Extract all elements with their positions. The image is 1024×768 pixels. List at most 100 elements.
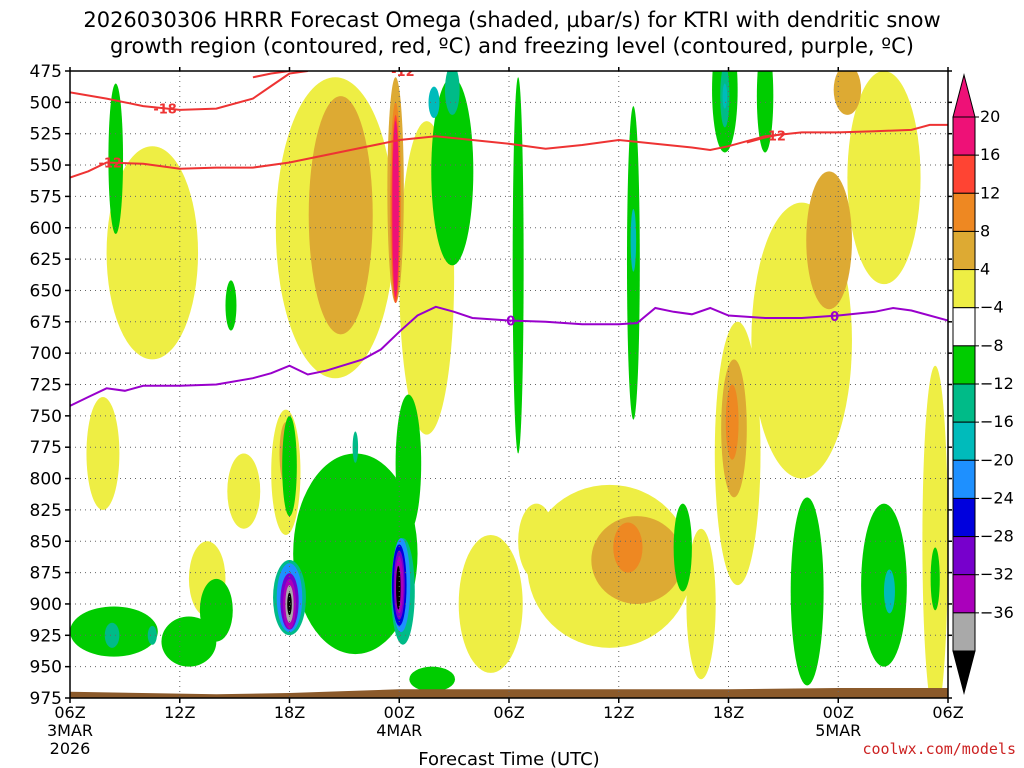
omega-region-pos12 xyxy=(725,384,739,460)
omega-region-neg4 xyxy=(225,280,237,331)
chart-title-line1: 2026030306 HRRR Forecast Omega (shaded, … xyxy=(83,8,941,32)
y-tick-label: 500 xyxy=(30,93,62,113)
contour-lines: -18 -12 -12 -12 0 0 xyxy=(70,71,948,407)
colorbar-label: −8 xyxy=(980,336,1004,355)
y-tick-label: 550 xyxy=(30,156,62,176)
credit-link[interactable]: coolwx.com/models xyxy=(862,740,1016,758)
omega-region-neg36 xyxy=(396,565,401,610)
colorbar-label: −32 xyxy=(980,565,1014,584)
omega-region-neg36 xyxy=(287,592,292,616)
freezing-level-contour-label: 0 xyxy=(830,310,839,325)
y-tick-label: 975 xyxy=(30,689,62,709)
y-tick-label: 700 xyxy=(30,344,62,364)
x-tick-label: 00Z xyxy=(823,703,854,722)
colorbar-band-neg20 xyxy=(952,497,976,538)
x-axis-title: Forecast Time (UTC) xyxy=(418,749,599,768)
y-tick-label: 525 xyxy=(30,125,62,145)
colorbar-label: −4 xyxy=(980,298,1004,317)
colorbar-band-pos12 xyxy=(952,192,976,232)
x-year-label: 2026 xyxy=(50,739,91,758)
x-date-label: 3MAR xyxy=(47,721,93,740)
colorbar-band-neg32 xyxy=(952,612,976,652)
colorbar-band-neg28 xyxy=(952,574,976,614)
y-tick-label: 750 xyxy=(30,407,62,427)
omega-region-neg4 xyxy=(512,77,524,454)
dgz-contour-label: -18 xyxy=(153,102,177,117)
x-tick-label: 12Z xyxy=(164,703,195,722)
y-tick-label: 875 xyxy=(30,564,62,584)
colorbar-label: 12 xyxy=(980,183,1000,202)
omega-region-neg4 xyxy=(161,616,217,667)
y-tick-label: 600 xyxy=(30,219,62,239)
omega-region-neg4 xyxy=(199,578,233,642)
omega-region-neg12 xyxy=(630,208,637,272)
x-date-label: 5MAR xyxy=(815,721,861,740)
dgz-contour xyxy=(70,71,308,111)
y-tick-label: 925 xyxy=(30,626,62,646)
colorbar-band-pos4 xyxy=(952,269,976,309)
omega-region-pos8 xyxy=(833,71,862,115)
omega-region-neg4 xyxy=(431,77,474,266)
axes: 475 500 525 550 575 600 625 650 675 700 725 750 775 8… xyxy=(30,62,964,758)
y-tick-label: 575 xyxy=(30,187,62,207)
omega-region-neg4 xyxy=(861,503,907,667)
dgz-contour xyxy=(70,123,948,179)
colorbar-band-neg16 xyxy=(952,459,976,499)
omega-region-neg12 xyxy=(722,83,728,109)
freezing-level-contour xyxy=(70,305,948,407)
dgz-contour xyxy=(252,71,290,79)
omega-region-pos4 xyxy=(686,528,716,680)
colorbar-top-arrow xyxy=(952,73,976,118)
y-tick-label: 800 xyxy=(30,470,62,490)
x-tick-label: 06Z xyxy=(932,703,963,722)
omega-region-neg4 xyxy=(790,497,824,686)
colorbar-band-neg8 xyxy=(952,383,976,423)
colorbar-label: −16 xyxy=(980,412,1014,431)
x-tick-label: 18Z xyxy=(274,703,305,722)
omega-region-pos4 xyxy=(922,365,948,698)
y-tick-label: 775 xyxy=(30,438,62,458)
colorbar-band-pos8 xyxy=(952,230,976,271)
x-tick-label: 18Z xyxy=(713,703,744,722)
chart-title-line2: growth region (contoured, red, ºC) and f… xyxy=(110,34,914,58)
omega-region-neg8 xyxy=(444,71,460,115)
colorbar-label: 16 xyxy=(980,145,1000,164)
omega-region-neg4 xyxy=(930,547,940,611)
colorbar-label: −12 xyxy=(980,374,1014,393)
ground-terrain xyxy=(70,687,948,698)
omega-region-neg4 xyxy=(409,666,456,692)
omega-region-neg4 xyxy=(395,394,422,533)
colorbar-band-pos16 xyxy=(952,154,976,194)
y-tick-label: 625 xyxy=(30,250,62,270)
colorbar-label: −20 xyxy=(980,450,1014,469)
x-tick-label: 06Z xyxy=(54,703,85,722)
y-tick-label: 475 xyxy=(30,62,62,82)
dgz-contour-label: -12 xyxy=(762,130,786,145)
y-tick-label: 725 xyxy=(30,376,62,396)
omega-region-pos8 xyxy=(806,171,852,310)
colorbar-label: 8 xyxy=(980,221,990,240)
omega-region-pos4 xyxy=(86,397,120,510)
omega-region-pos4 xyxy=(106,146,199,360)
omega-region-pos4 xyxy=(518,503,555,579)
x-date-label: 4MAR xyxy=(376,721,422,740)
colorbar-band-neg4 xyxy=(952,345,976,385)
omega-region-neg4 xyxy=(673,503,692,592)
freezing-level-contour-label: 0 xyxy=(506,315,515,330)
y-tick-label: 900 xyxy=(30,595,62,615)
y-tick-label: 950 xyxy=(30,658,62,678)
omega-region-neg4 xyxy=(756,71,774,153)
x-tick-label: 12Z xyxy=(603,703,634,722)
omega-region-neg12 xyxy=(428,86,440,119)
omega-region-neg4 xyxy=(108,83,124,235)
omega-region-pos4 xyxy=(847,71,921,285)
y-tick-label: 850 xyxy=(30,532,62,552)
omega-region-pos12 xyxy=(613,522,643,573)
omega-region-pos4 xyxy=(227,453,261,529)
dgz-contour xyxy=(746,132,784,144)
omega-region-neg8 xyxy=(104,622,120,648)
colorbar-label: −36 xyxy=(980,603,1014,622)
colorbar-band-neg24 xyxy=(952,536,976,576)
colorbar-label: −24 xyxy=(980,488,1014,507)
